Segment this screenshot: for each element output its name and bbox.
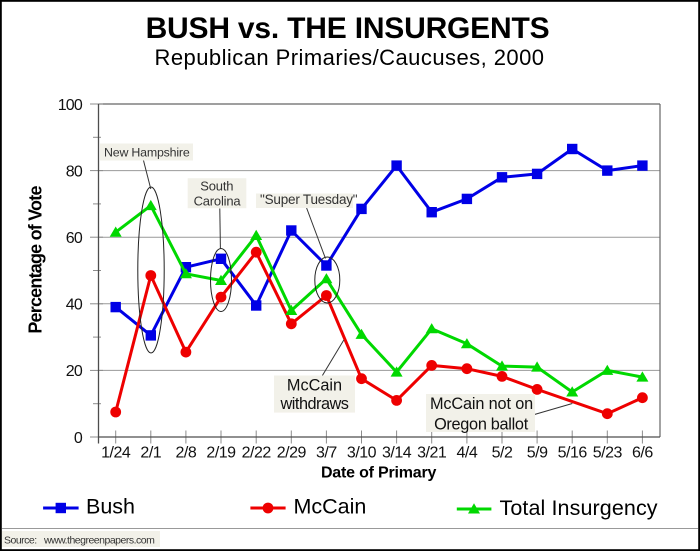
- svg-text:"Super Tuesday": "Super Tuesday": [260, 192, 358, 207]
- svg-text:100: 100: [58, 97, 83, 114]
- svg-text:Carolina: Carolina: [194, 194, 242, 209]
- svg-text:2/8: 2/8: [176, 445, 197, 462]
- svg-text:40: 40: [66, 297, 83, 314]
- svg-text:3/14: 3/14: [382, 445, 412, 462]
- svg-text:Bush: Bush: [86, 495, 135, 519]
- svg-text:BUSH vs. THE INSURGENTS: BUSH vs. THE INSURGENTS: [146, 12, 550, 45]
- svg-text:60: 60: [66, 230, 83, 247]
- svg-text:0: 0: [74, 430, 83, 447]
- svg-text:McCain: McCain: [294, 495, 367, 519]
- svg-text:Source: www.thegreenpapers.c: Source: www.thegreenpapers.com: [4, 535, 155, 547]
- svg-text:3/10: 3/10: [347, 445, 377, 462]
- svg-text:4/4: 4/4: [457, 445, 478, 462]
- svg-text:5/16: 5/16: [558, 445, 588, 462]
- svg-text:2/19: 2/19: [206, 445, 236, 462]
- svg-text:5/23: 5/23: [593, 445, 623, 462]
- svg-text:5/9: 5/9: [527, 445, 548, 462]
- svg-text:2/1: 2/1: [140, 445, 161, 462]
- svg-text:South: South: [200, 179, 233, 194]
- svg-text:Republican Primaries/Caucuses,: Republican Primaries/Caucuses, 2000: [155, 45, 545, 70]
- svg-text:3/7: 3/7: [316, 445, 337, 462]
- svg-text:1/24: 1/24: [101, 445, 131, 462]
- svg-text:Date of Primary: Date of Primary: [321, 465, 437, 482]
- svg-text:5/2: 5/2: [492, 445, 513, 462]
- svg-text:McCain not on: McCain not on: [430, 395, 533, 413]
- svg-text:80: 80: [66, 163, 83, 180]
- svg-text:Percentage of Vote: Percentage of Vote: [26, 186, 46, 334]
- svg-text:withdraws: withdraws: [280, 395, 349, 413]
- svg-text:Total Insurgency: Total Insurgency: [500, 496, 658, 520]
- svg-text:20: 20: [66, 363, 83, 380]
- svg-text:6/6: 6/6: [632, 445, 653, 462]
- svg-text:Oregon ballot: Oregon ballot: [434, 416, 529, 434]
- svg-text:2/29: 2/29: [277, 445, 307, 462]
- svg-text:McCain: McCain: [287, 377, 342, 395]
- svg-text:3/21: 3/21: [417, 445, 447, 462]
- svg-text:2/22: 2/22: [242, 445, 272, 462]
- svg-text:New Hampshire: New Hampshire: [104, 146, 190, 160]
